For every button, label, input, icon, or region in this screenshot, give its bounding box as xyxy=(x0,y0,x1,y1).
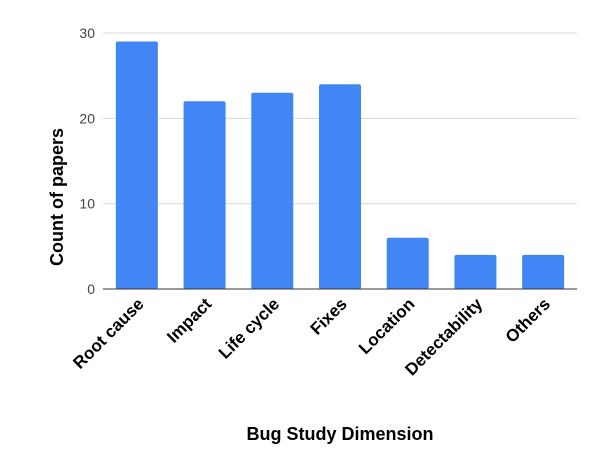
y-tick-label: 30 xyxy=(79,25,95,41)
x-tick-label: Fixes xyxy=(307,294,351,338)
bar xyxy=(251,92,294,289)
bar xyxy=(115,41,158,290)
x-tick-label: Life cycle xyxy=(215,294,283,362)
x-tick-label: Impact xyxy=(163,294,215,346)
x-tick-label: Root cause xyxy=(69,294,147,372)
y-tick-label: 10 xyxy=(79,196,95,212)
y-tick-label: 20 xyxy=(79,110,95,126)
y-tick-label: 0 xyxy=(87,281,95,297)
x-tick-label: Others xyxy=(502,294,554,346)
x-axis-title: Bug Study Dimension xyxy=(246,424,433,444)
bar xyxy=(386,237,429,289)
y-tick-labels: 0 10 20 30 xyxy=(79,25,95,297)
bars xyxy=(103,41,577,290)
x-tick-labels: Root cause Impact Life cycle Fixes LocationD… xyxy=(69,294,554,379)
bar xyxy=(522,254,565,289)
bar xyxy=(183,101,226,290)
y-axis-title: Count of papers xyxy=(47,128,67,266)
x-tick-label: Location xyxy=(355,294,419,358)
bar xyxy=(454,254,497,289)
bar xyxy=(319,84,361,289)
